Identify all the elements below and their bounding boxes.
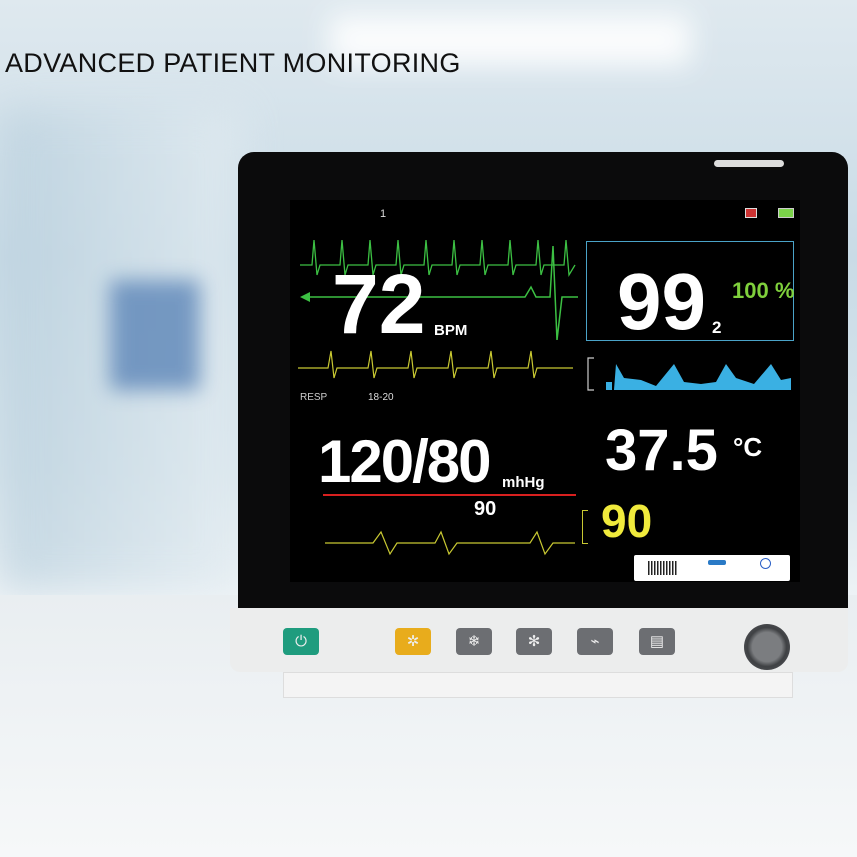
spo2-percent: 100 % bbox=[732, 278, 795, 303]
rotary-knob[interactable] bbox=[744, 624, 790, 670]
spo2-value: 99 bbox=[617, 257, 706, 346]
resp-label: RESP bbox=[300, 392, 328, 403]
pulse-bracket bbox=[582, 510, 588, 544]
heart-rate-value: 72 bbox=[332, 257, 426, 351]
nibp-icon: ✻ bbox=[527, 633, 541, 650]
alarm-silence-button[interactable]: ✲ bbox=[395, 628, 431, 655]
power-button[interactable]: ⏻ bbox=[283, 628, 319, 655]
trend-icon: ⌁ bbox=[590, 633, 600, 650]
temperature-value: 37.5 bbox=[605, 418, 718, 483]
ecg-waveform bbox=[300, 239, 578, 340]
info-bar bbox=[634, 555, 790, 581]
freeze-button[interactable]: ❄ bbox=[456, 628, 492, 655]
background-object bbox=[110, 280, 200, 390]
print-button[interactable]: ▤ bbox=[639, 628, 675, 655]
battery-icon bbox=[778, 208, 794, 218]
nibp-mean: 90 bbox=[474, 498, 497, 520]
headline: ADVANCED PATIENT MONITORING bbox=[5, 48, 461, 78]
nibp-waveform bbox=[325, 530, 575, 556]
spo2-panel bbox=[586, 241, 794, 341]
power-icon: ⏻ bbox=[295, 633, 307, 650]
indicator-light bbox=[714, 160, 784, 167]
alarm-icon: ✲ bbox=[406, 633, 420, 650]
freeze-icon: ❄ bbox=[467, 633, 481, 650]
bed-number: 1 bbox=[380, 208, 387, 220]
monitor-screen: 1 72 BPM RESP 18-20 99 2 100 % 120/80 mh… bbox=[290, 200, 800, 582]
barcode-icon bbox=[648, 561, 678, 575]
heart-rate-unit: BPM bbox=[434, 322, 468, 339]
spo2-subscript: 2 bbox=[712, 318, 722, 337]
temperature-unit: °C bbox=[733, 432, 763, 462]
nibp-alarm-line bbox=[323, 494, 576, 496]
resp-range: 18-20 bbox=[368, 392, 394, 403]
monitor-stand bbox=[283, 672, 793, 698]
network-icon bbox=[708, 560, 726, 565]
resp-waveform bbox=[298, 350, 573, 379]
nibp-button[interactable]: ✻ bbox=[516, 628, 552, 655]
print-icon: ▤ bbox=[649, 633, 665, 650]
pulse-value: 90 bbox=[601, 495, 653, 547]
alarm-status-icon bbox=[745, 208, 757, 218]
ceiling-light bbox=[330, 15, 690, 65]
pleth-waveform bbox=[587, 357, 791, 391]
nibp-unit: mhHg bbox=[502, 474, 545, 491]
nibp-value: 120/80 bbox=[318, 428, 492, 495]
user-icon bbox=[760, 558, 771, 569]
trend-button[interactable]: ⌁ bbox=[577, 628, 613, 655]
